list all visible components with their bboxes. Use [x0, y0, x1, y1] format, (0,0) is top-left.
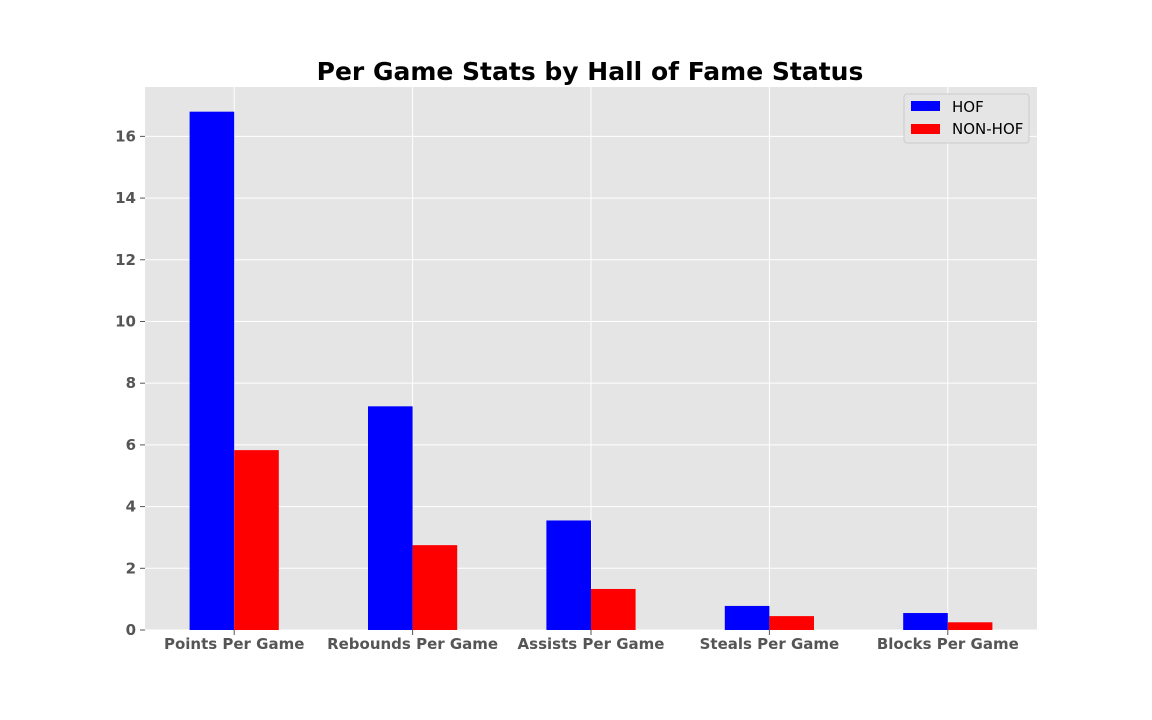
y-tick-label: 8 — [126, 374, 136, 392]
legend-swatch-hof — [911, 101, 940, 111]
bar-hof-rebounds-per-game — [368, 406, 413, 630]
x-tick-label-rebounds-per-game: Rebounds Per Game — [327, 635, 498, 653]
y-tick-label: 10 — [115, 312, 136, 330]
y-tick-label: 6 — [126, 436, 136, 454]
y-tick-label: 2 — [126, 559, 136, 577]
axis-ticks: 0 2 4 6 8 10 12 14 16 Points Per Game Rebounds Per… — [115, 127, 1019, 653]
bar-non-hof-points-per-game — [234, 450, 279, 630]
bar-hof-blocks-per-game — [903, 613, 948, 630]
y-tick-label: 0 — [126, 621, 136, 639]
y-tick-label: 12 — [115, 251, 136, 269]
bar-hof-steals-per-game — [724, 605, 770, 630]
bar-non-hof-rebounds-per-game — [412, 545, 458, 630]
y-tick-label: 16 — [115, 127, 136, 145]
bar-hof-points-per-game — [189, 111, 235, 630]
x-tick-label-assists-per-game: Assists Per Game — [518, 635, 665, 653]
legend-swatch-non-hof — [911, 124, 940, 134]
bar-non-hof-blocks-per-game — [947, 622, 993, 630]
y-tick-label: 4 — [126, 498, 136, 516]
x-tick-label-points-per-game: Points Per Game — [164, 635, 304, 653]
y-tick-label: 14 — [115, 189, 136, 207]
bars — [189, 111, 993, 630]
chart-title: Per Game Stats by Hall of Fame Status — [317, 57, 864, 86]
legend-label-non-hof: NON-HOF — [952, 120, 1023, 138]
legend: HOF NON-HOF — [903, 93, 1030, 144]
bar-non-hof-assists-per-game — [591, 588, 636, 630]
x-tick-label-steals-per-game: Steals Per Game — [700, 635, 840, 653]
bar-non-hof-steals-per-game — [769, 616, 814, 630]
legend-label-hof: HOF — [952, 98, 984, 116]
x-tick-label-blocks-per-game: Blocks Per Game — [877, 635, 1019, 653]
bar-hof-assists-per-game — [546, 520, 591, 630]
